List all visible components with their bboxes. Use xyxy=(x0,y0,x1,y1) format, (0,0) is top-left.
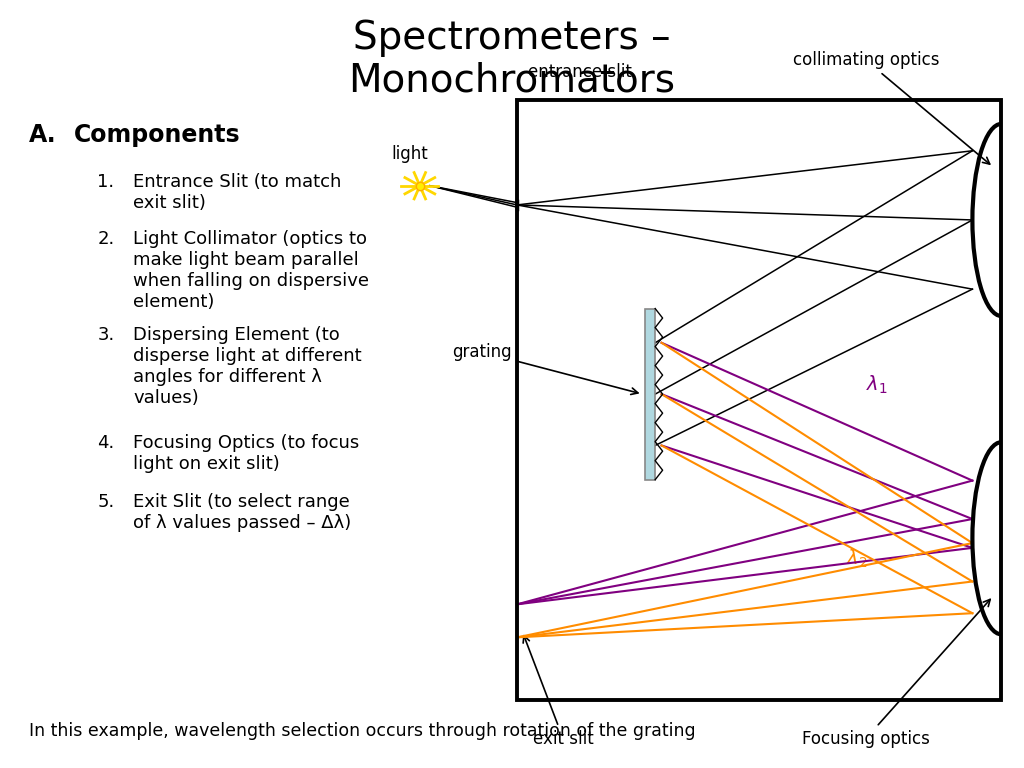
Bar xyxy=(517,100,1001,700)
Text: Monochromators: Monochromators xyxy=(348,61,676,100)
Text: Spectrometers –: Spectrometers – xyxy=(353,19,671,58)
Text: Dispersing Element (to
disperse light at different
angles for different λ
values: Dispersing Element (to disperse light at… xyxy=(133,326,361,407)
Text: light: light xyxy=(391,144,428,163)
Text: Entrance Slit (to match
exit slit): Entrance Slit (to match exit slit) xyxy=(133,173,341,212)
Text: Components: Components xyxy=(74,123,241,147)
Text: 4.: 4. xyxy=(97,434,115,452)
Text: 1.: 1. xyxy=(97,173,115,190)
Text: Exit Slit (to select range
of λ values passed – Δλ): Exit Slit (to select range of λ values p… xyxy=(133,493,351,532)
Text: grating: grating xyxy=(453,343,638,395)
Text: exit slit: exit slit xyxy=(523,636,594,747)
Text: entrance slit: entrance slit xyxy=(528,63,632,81)
Text: Focusing Optics (to focus
light on exit slit): Focusing Optics (to focus light on exit … xyxy=(133,434,359,473)
Text: 2.: 2. xyxy=(97,230,115,248)
Text: $\lambda_1$: $\lambda_1$ xyxy=(866,374,888,396)
Bar xyxy=(644,309,655,480)
Text: collimating optics: collimating optics xyxy=(793,51,990,164)
Text: 5.: 5. xyxy=(97,493,115,511)
Text: A.: A. xyxy=(29,123,56,147)
Text: $\lambda_2$: $\lambda_2$ xyxy=(847,548,868,571)
Text: 3.: 3. xyxy=(97,326,115,344)
Text: Light Collimator (optics to
make light beam parallel
when falling on dispersive
: Light Collimator (optics to make light b… xyxy=(133,230,369,311)
Text: In this example, wavelength selection occurs through rotation of the grating: In this example, wavelength selection oc… xyxy=(29,722,695,740)
Text: Focusing optics: Focusing optics xyxy=(802,599,990,747)
